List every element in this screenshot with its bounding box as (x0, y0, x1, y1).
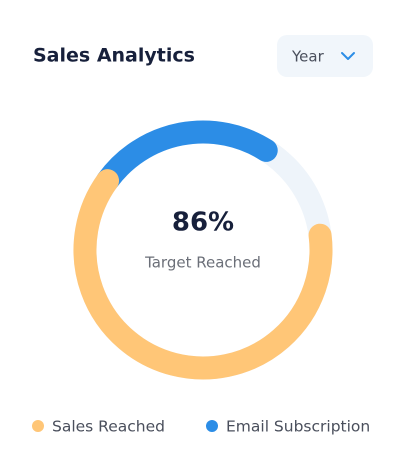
legend-swatch (206, 420, 218, 432)
legend-label: Sales Reached (52, 418, 165, 436)
donut (73, 120, 333, 380)
dropdown-background[interactable] (277, 35, 373, 77)
donut-segment (96, 120, 278, 193)
center-subtitle: Target Reached (144, 254, 261, 272)
dropdown-label[interactable]: Year (291, 48, 325, 66)
period-dropdown[interactable]: Year (277, 35, 373, 77)
dropdown-chevron[interactable] (341, 52, 355, 60)
center-value: 86% (172, 208, 234, 238)
legend: Sales Reached Email Subscription (32, 418, 370, 436)
legend-label: Email Subscription (226, 418, 370, 436)
donut-segment (73, 169, 333, 380)
card-title: Sales Analytics (33, 45, 195, 67)
legend-swatch (32, 420, 44, 432)
